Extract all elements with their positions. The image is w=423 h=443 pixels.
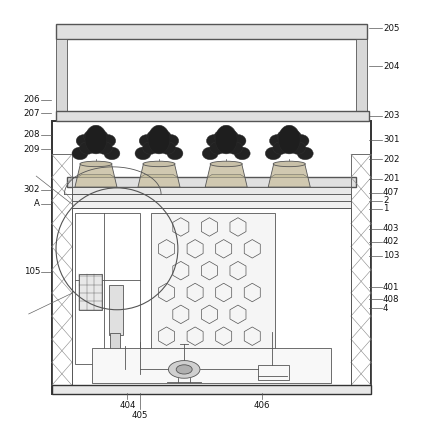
Ellipse shape (147, 130, 163, 143)
Text: 302: 302 (24, 186, 40, 194)
Polygon shape (270, 175, 308, 178)
Ellipse shape (84, 130, 100, 143)
Ellipse shape (234, 147, 250, 160)
Ellipse shape (273, 142, 289, 154)
Text: 404: 404 (119, 401, 136, 410)
Text: 103: 103 (383, 252, 399, 260)
Text: 407: 407 (383, 188, 399, 197)
Ellipse shape (293, 135, 309, 147)
Text: 203: 203 (383, 111, 399, 120)
Text: 402: 402 (383, 237, 399, 246)
Bar (72, 201, 351, 208)
Text: A: A (34, 199, 40, 208)
Polygon shape (205, 164, 247, 187)
Polygon shape (207, 175, 245, 178)
Text: 205: 205 (383, 23, 399, 33)
Ellipse shape (76, 135, 92, 147)
Polygon shape (268, 164, 310, 187)
Ellipse shape (227, 142, 243, 154)
Ellipse shape (265, 147, 281, 160)
Bar (56, 39, 66, 120)
Ellipse shape (104, 147, 120, 160)
Text: 105: 105 (24, 268, 40, 276)
Ellipse shape (277, 130, 293, 143)
Text: 204: 204 (383, 62, 399, 70)
Polygon shape (77, 175, 115, 178)
Bar (52, 120, 371, 394)
Ellipse shape (72, 147, 88, 160)
Ellipse shape (92, 130, 108, 143)
Bar (72, 208, 351, 385)
Text: 301: 301 (383, 135, 399, 144)
Ellipse shape (96, 142, 113, 154)
Text: 401: 401 (383, 283, 399, 291)
Bar (56, 111, 369, 120)
Text: 405: 405 (132, 411, 148, 420)
Polygon shape (138, 164, 180, 187)
Text: 209: 209 (24, 145, 40, 154)
Text: 2: 2 (383, 196, 388, 206)
Ellipse shape (215, 125, 237, 154)
Ellipse shape (143, 161, 175, 167)
Text: 201: 201 (383, 174, 399, 183)
Ellipse shape (290, 142, 306, 154)
Ellipse shape (143, 142, 159, 154)
Text: 4: 4 (383, 304, 388, 313)
Bar (56, 24, 367, 39)
Ellipse shape (155, 130, 171, 143)
Ellipse shape (167, 147, 183, 160)
Ellipse shape (222, 130, 239, 143)
Ellipse shape (148, 125, 170, 154)
Bar (52, 385, 371, 394)
Polygon shape (75, 164, 117, 187)
Text: 206: 206 (24, 95, 40, 104)
Bar (75, 213, 140, 365)
Ellipse shape (135, 147, 151, 160)
Bar (66, 177, 357, 187)
Ellipse shape (210, 161, 242, 167)
Text: 202: 202 (383, 155, 399, 164)
Bar (110, 333, 120, 352)
Bar (72, 187, 351, 194)
Bar (52, 154, 72, 385)
Ellipse shape (139, 135, 155, 147)
Ellipse shape (176, 365, 192, 374)
Ellipse shape (269, 135, 286, 147)
Polygon shape (140, 175, 179, 178)
Ellipse shape (230, 135, 246, 147)
Ellipse shape (214, 130, 230, 143)
Ellipse shape (159, 142, 176, 154)
Ellipse shape (273, 161, 305, 167)
Text: 1: 1 (383, 204, 388, 214)
Ellipse shape (80, 161, 112, 167)
Text: 208: 208 (24, 130, 40, 140)
Bar (351, 154, 371, 385)
Ellipse shape (100, 135, 115, 147)
Ellipse shape (163, 135, 179, 147)
Ellipse shape (286, 130, 302, 143)
Ellipse shape (168, 361, 200, 378)
Ellipse shape (80, 142, 96, 154)
Text: 406: 406 (254, 401, 270, 410)
Bar (258, 365, 289, 380)
Ellipse shape (210, 142, 226, 154)
Bar (109, 284, 123, 335)
Text: 207: 207 (24, 109, 40, 117)
Text: 408: 408 (383, 295, 399, 304)
Ellipse shape (206, 135, 222, 147)
Ellipse shape (202, 147, 218, 160)
Text: 403: 403 (383, 224, 399, 233)
Ellipse shape (278, 125, 300, 154)
Bar (72, 194, 351, 201)
Ellipse shape (297, 147, 313, 160)
Bar (151, 213, 275, 350)
Bar (92, 348, 331, 383)
Bar (357, 39, 367, 120)
Bar (79, 274, 102, 310)
Ellipse shape (85, 125, 107, 154)
